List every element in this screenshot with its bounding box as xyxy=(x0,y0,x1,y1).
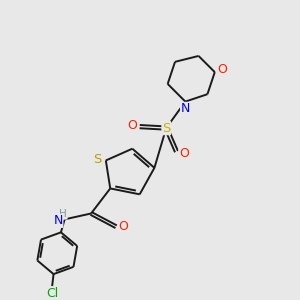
Text: N: N xyxy=(53,214,63,227)
Text: O: O xyxy=(118,220,128,233)
Text: S: S xyxy=(162,122,170,135)
Text: H: H xyxy=(59,209,67,219)
Text: S: S xyxy=(93,152,101,166)
Text: O: O xyxy=(179,147,189,160)
Text: O: O xyxy=(128,118,137,132)
Text: N: N xyxy=(181,102,190,116)
Text: Cl: Cl xyxy=(46,287,58,300)
Text: O: O xyxy=(217,63,227,76)
